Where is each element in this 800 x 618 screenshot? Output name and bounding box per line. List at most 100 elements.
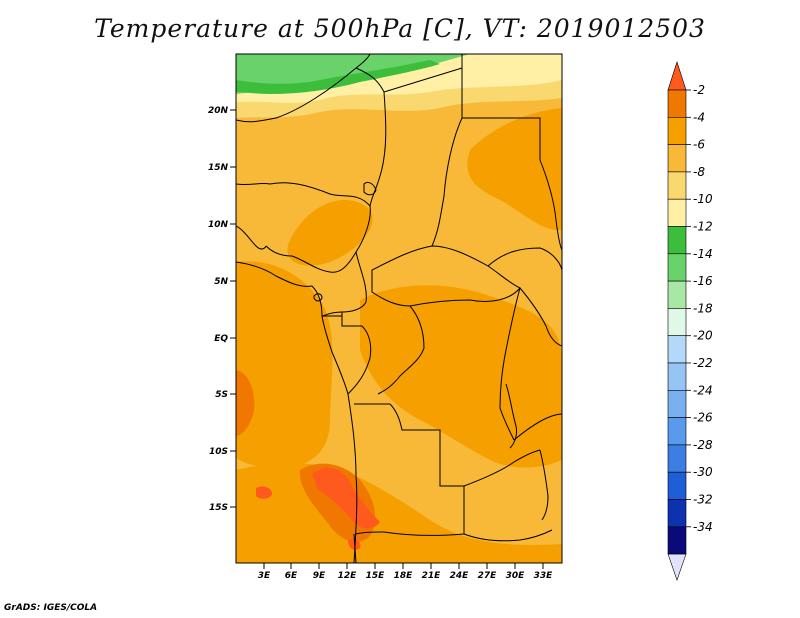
border-algeria-niger (236, 54, 371, 123)
border-drc-north (377, 305, 425, 395)
lon-label: 6E (285, 571, 298, 581)
colorbar-label: -14 (693, 247, 713, 261)
border-south-sudan (487, 247, 562, 271)
border-libya-sudan (462, 117, 541, 160)
field-warmer-coast (236, 370, 255, 436)
colorbar-cell (667, 417, 687, 446)
border-bioko (313, 293, 323, 302)
colorbar-label: -8 (693, 165, 705, 179)
colorbar-cells (667, 61, 687, 582)
colorbar-labels: -2 -4 -6 -8 -10 -12 -14 -16 -18 -20 -22 -24 -26 -28 -3… (686, 83, 713, 534)
lon-label: 27E (478, 571, 498, 581)
border-angola (354, 403, 465, 536)
lat-label: 20N (208, 106, 229, 116)
colorbar-label: -18 (693, 301, 713, 315)
colorbar-cell (667, 499, 687, 528)
lon-label: 9E (313, 571, 326, 581)
lon-label: 12E (338, 571, 358, 581)
lon-label: 24E (450, 571, 470, 581)
border-congo (341, 312, 372, 395)
field-cool-north-east (470, 54, 562, 78)
lat-label: 5S (215, 390, 228, 400)
colorbar-label: -6 (693, 138, 705, 152)
border-sudan-ethiopia (539, 159, 562, 251)
field-warm-west (236, 261, 333, 469)
colorbar-cell (667, 335, 687, 364)
field-warm-central (360, 285, 562, 468)
colorbar-cell-bottom (667, 553, 687, 582)
colorbar-cell (667, 308, 687, 336)
colorbar-label: -10 (693, 192, 713, 206)
border-west-africa (236, 182, 271, 250)
field-hot-spot-2 (256, 486, 272, 499)
field-warm-central-north (287, 200, 373, 266)
field-green-dark-north (236, 60, 440, 94)
lat-label: 10N (208, 220, 229, 230)
colorbar-cell (667, 171, 687, 200)
lat-label: EQ (214, 334, 228, 344)
temperature-field (236, 54, 562, 563)
lat-label: 15N (208, 163, 229, 173)
colorbar-cell (667, 253, 687, 282)
border-drc-east (499, 287, 521, 441)
colorbar-label: -34 (693, 520, 713, 534)
colorbar-cell (667, 362, 687, 391)
plot-frame (235, 53, 563, 564)
border-uganda (519, 287, 562, 347)
border-lake-tanganyika (505, 383, 517, 449)
colorbar-cell (667, 471, 687, 500)
lon-label: 18E (394, 571, 414, 581)
colorbar-label: -30 (693, 465, 713, 479)
colorbar-cell (667, 280, 687, 309)
border-lake-malawi (539, 449, 549, 521)
colorbar-label: -28 (693, 438, 713, 452)
colorbar-cell (667, 117, 687, 145)
border-zambia-south (463, 529, 553, 542)
lat-label: 5N (214, 277, 228, 287)
lon-label: 15E (366, 571, 386, 581)
lat-label: 10S (209, 447, 228, 457)
colorbar-cell (667, 526, 687, 555)
field-hot-southwest (312, 467, 380, 529)
colorbar-cell (667, 144, 687, 173)
border-niger-chad (355, 67, 387, 207)
colorbar-cell (667, 226, 687, 255)
lat-labels: 20N 15N 10N 5N EQ 5S 10S 15S (208, 106, 229, 513)
colorbar: -2 -4 -6 -8 -10 -12 -14 -16 -18 -20 -22 -24 -26 -28 -3… (667, 61, 713, 582)
grads-credit: GrADS: IGES/COLA (4, 603, 98, 613)
border-coastline (236, 261, 358, 563)
colorbar-cell (667, 198, 687, 227)
border-chad-sudan (431, 117, 463, 247)
colorbar-cell-top (667, 61, 687, 91)
colorbar-label: -16 (693, 274, 713, 288)
lon-labels: 3E 6E 9E 12E 15E 18E 21E 24E 27E 30E 33E (258, 571, 553, 581)
lon-label: 21E (422, 571, 442, 581)
colorbar-label: -20 (693, 329, 713, 343)
border-cameroon (321, 251, 367, 317)
field-warm-northeast (467, 108, 562, 231)
colorbar-label: -2 (693, 83, 705, 97)
lon-label: 33E (534, 571, 554, 581)
field-hot-spot-3 (348, 538, 361, 550)
border-tanzania (513, 413, 562, 441)
lat-axis (230, 109, 236, 508)
border-niger-libya (383, 67, 463, 93)
map-title: Temperature at 500hPa [C], VT: 201901250… (94, 14, 706, 43)
border-zambia (463, 449, 541, 487)
colorbar-cell (667, 89, 687, 118)
colorbar-label: -4 (693, 110, 705, 124)
colorbar-label: -32 (693, 493, 713, 507)
colorbar-label: -26 (693, 411, 713, 425)
lon-label: 3E (258, 571, 271, 581)
lon-axis (263, 563, 544, 569)
colorbar-cell (667, 444, 687, 473)
colorbar-cell (667, 389, 687, 418)
lon-label: 30E (506, 571, 526, 581)
border-lake-chad (363, 181, 377, 196)
colorbar-label: -12 (693, 220, 713, 234)
colorbar-label: -24 (693, 383, 713, 397)
lat-label: 15S (209, 503, 228, 513)
border-namibia (353, 533, 357, 563)
country-borders (236, 54, 562, 563)
